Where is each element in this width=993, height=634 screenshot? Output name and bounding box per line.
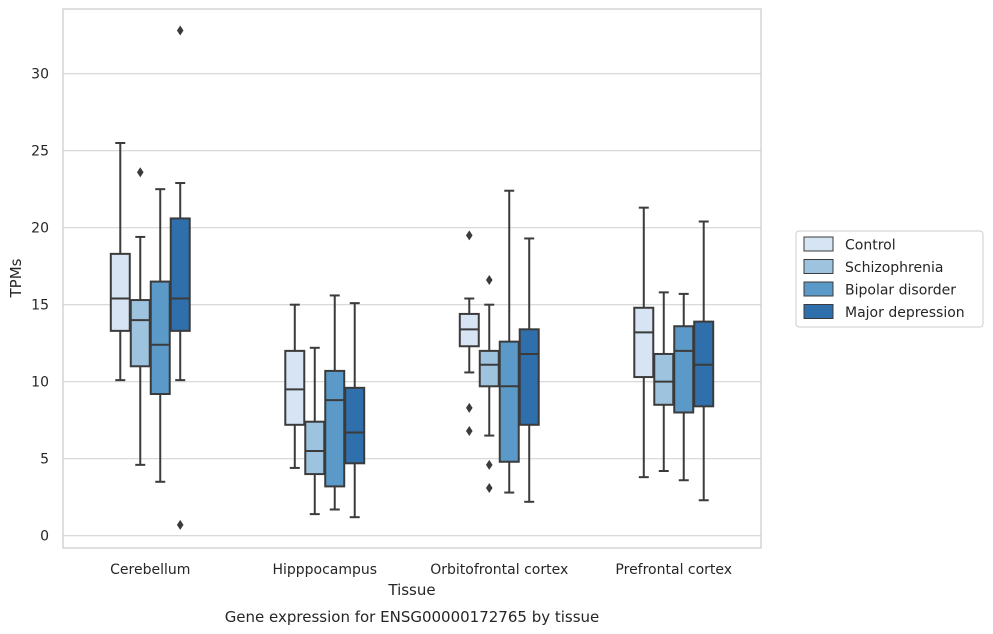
box-bipolar-disorder xyxy=(673,325,695,414)
box-control xyxy=(284,349,306,426)
legend-swatch xyxy=(803,304,834,319)
legend-label: Major depression xyxy=(845,305,965,321)
legend-label: Control xyxy=(845,238,896,254)
outlier-point xyxy=(485,482,493,493)
legend: Control Schizophrenia Bipolar disorder Majo… xyxy=(795,230,984,328)
outlier-point xyxy=(176,519,184,530)
outlier-point xyxy=(465,230,473,241)
box-schizophrenia xyxy=(304,420,326,476)
outlier-point xyxy=(485,275,493,286)
box-plot-marks xyxy=(109,25,715,530)
outlier-point xyxy=(465,402,473,413)
legend-label: Bipolar disorder xyxy=(845,283,956,299)
y-tick-label: 10 xyxy=(31,375,49,391)
y-tick-label: 5 xyxy=(40,452,49,468)
legend-swatch xyxy=(803,259,834,274)
y-axis-label: TPMs xyxy=(7,258,25,298)
outlier-point xyxy=(465,425,473,436)
y-tick-label: 25 xyxy=(31,144,49,160)
box-bipolar-disorder xyxy=(149,280,171,395)
x-axis-label: Tissue xyxy=(387,581,435,599)
outlier-point xyxy=(485,459,493,470)
box-control xyxy=(109,252,131,332)
x-tick-label: Cerebellum xyxy=(110,562,190,578)
legend-label: Schizophrenia xyxy=(845,260,943,276)
box-schizophrenia xyxy=(653,352,675,406)
plot-area-background xyxy=(63,9,761,548)
y-tick-label: 15 xyxy=(31,298,49,314)
x-tick-label: Hipppocampus xyxy=(272,562,377,578)
outlier-point xyxy=(136,167,144,178)
box-schizophrenia xyxy=(478,349,500,388)
outlier-point xyxy=(176,25,184,36)
plot-frame xyxy=(62,8,762,549)
box-major-depression xyxy=(518,328,540,426)
box-major-depression xyxy=(169,217,191,332)
box-bipolar-disorder xyxy=(324,369,346,488)
legend-swatch xyxy=(803,281,834,297)
legend-swatch xyxy=(803,236,834,252)
box-control xyxy=(633,306,655,379)
x-tick-label: Orbitofrontal cortex xyxy=(430,562,568,578)
chart-caption: Gene expression for ENSG00000172765 by t… xyxy=(225,608,600,626)
x-axis-ticks: Cerebellum Hipppocampus Orbitofrontal cort… xyxy=(110,562,732,578)
x-tick-label: Prefrontal cortex xyxy=(615,562,732,578)
y-tick-label: 20 xyxy=(31,221,49,237)
legend-frame xyxy=(795,230,984,328)
box-schizophrenia xyxy=(129,299,151,368)
box-major-depression xyxy=(344,386,366,465)
box-bipolar-disorder xyxy=(498,340,520,463)
y-tick-label: 30 xyxy=(31,67,49,83)
y-axis-ticks: 0 5 10 15 20 25 30 xyxy=(31,67,49,545)
y-tick-label: 0 xyxy=(40,529,49,545)
